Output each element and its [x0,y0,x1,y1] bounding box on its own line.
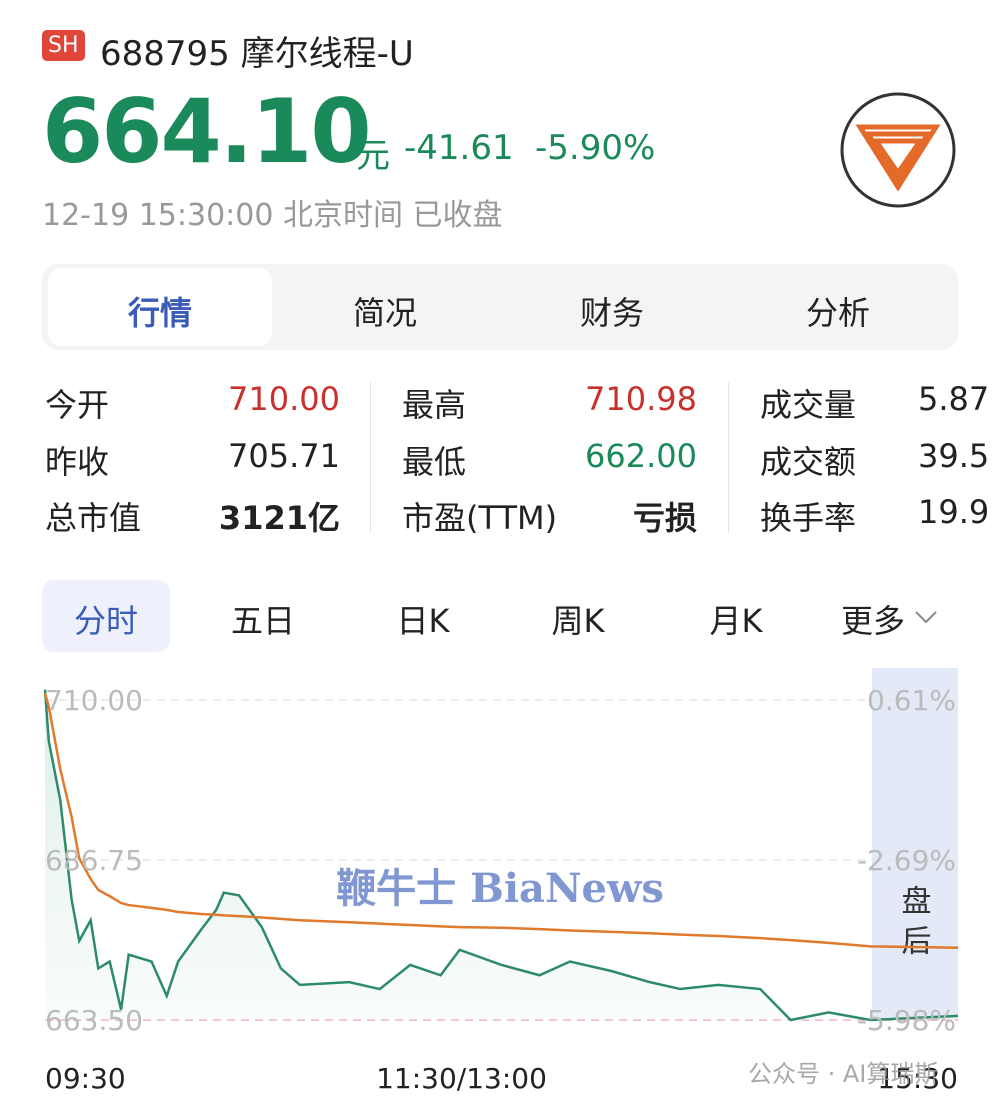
stat-label: 最低 [402,443,467,481]
period-tab[interactable]: 更多 [840,602,906,640]
series-line [43,689,959,1022]
stat-label: 最高 [402,386,467,424]
timezone: 北京时间 [283,198,403,233]
tab[interactable]: 财务 [579,294,645,332]
after-hours-label: 盘后 [896,885,932,965]
tab[interactable]: 分析 [805,294,871,332]
chevron [915,611,937,624]
stat-label: 今开 [45,386,110,424]
stat-value: 5.87 [918,380,990,418]
tab[interactable]: 简况 [352,294,418,332]
after-hours-band [872,668,958,1020]
change: -41.61 [404,128,514,168]
divider [728,382,729,532]
time: 12-19 15:30:00 [42,198,274,233]
period-tab[interactable]: 月K [709,602,763,640]
price: 664.10 [42,80,372,183]
x-tick-label: 11:30/13:00 [376,1062,547,1095]
stat-value: 39.5 [918,437,990,475]
logo [840,92,956,208]
stock-name: 摩尔线程-U [240,34,414,74]
status: 已收盘 [412,198,503,233]
timestamp: 12-19 15:30:00 北京时间 已收盘 [42,190,503,234]
stat-value: 705.71 [228,437,340,475]
x-tick-label: 09:30 [45,1062,126,1095]
divider [370,382,371,532]
stat-label: 换手率 [760,499,857,537]
tab[interactable]: 行情 [127,294,193,332]
y-tick-label: 710.00 [45,684,143,717]
y2-tick-label: 0.61% [867,684,956,717]
stat-value: 710.00 [228,380,340,418]
period-tab[interactable]: 五日 [230,602,296,640]
period-tab[interactable]: 分时 [73,602,139,640]
series-line [43,692,959,949]
stock-code: 688795 [100,34,230,74]
market-badge: SH [42,30,85,61]
stat-value: 亏损 [632,499,697,537]
stat-value: 19.9 [918,493,990,531]
change-pct: -5.90% [535,128,656,168]
y-tick-label: 686.75 [45,844,143,877]
unit: 元 [356,136,390,176]
period-active-bg [42,580,170,652]
period-tab[interactable]: 日K [396,602,450,640]
tab-active-bg [48,268,272,346]
stat-label: 昨收 [45,443,110,481]
y2-tick-label: -2.69% [857,844,956,877]
stat-value: 710.98 [585,380,697,418]
stat-value: 3121亿 [218,499,340,537]
source-watermark: 公众号 · AI算瑞斯 [748,1060,938,1088]
y2-tick-label: -5.98% [857,1004,956,1037]
area-fill [45,689,958,1020]
stock-title: 688795 摩尔线程-U [100,26,414,75]
stat-value: 662.00 [585,437,697,475]
period-tab[interactable]: 周K [551,602,605,640]
watermark: 鞭牛士 BiaNews [336,865,664,912]
stat-label: 总市值 [45,499,142,537]
stat-label: 成交额 [760,443,857,481]
x-tick-label: 15:30 [877,1062,958,1095]
stat-label: 市盈(TTM) [402,499,558,537]
stat-label: 成交量 [760,386,857,424]
y-tick-label: 663.50 [45,1004,143,1037]
